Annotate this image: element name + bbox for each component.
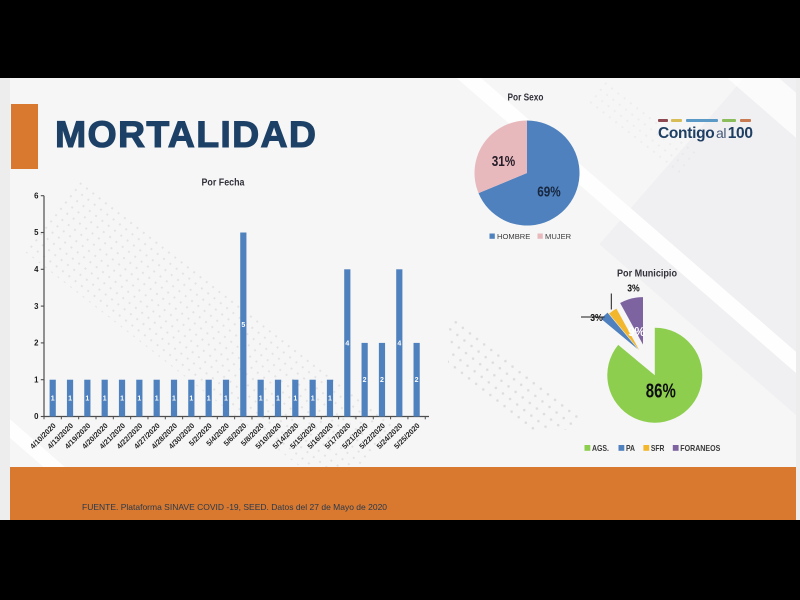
svg-text:1: 1 [68,396,72,403]
svg-text:5: 5 [34,228,39,237]
svg-text:1: 1 [120,396,124,403]
svg-text:3%: 3% [627,284,640,295]
svg-text:0: 0 [34,412,39,421]
svg-text:4: 4 [345,340,349,347]
svg-text:31%: 31% [492,154,516,170]
svg-text:SFR: SFR [651,444,665,453]
svg-text:9%: 9% [628,324,645,339]
svg-text:MUJER: MUJER [545,232,572,241]
svg-text:Por Municipio: Por Municipio [617,268,677,280]
svg-text:1: 1 [276,396,280,403]
svg-text:HOMBRE: HOMBRE [497,232,530,241]
svg-text:1: 1 [189,396,193,403]
svg-text:1: 1 [259,396,263,403]
svg-text:6: 6 [34,191,39,200]
svg-text:1: 1 [224,396,228,403]
svg-text:1: 1 [103,396,107,403]
svg-text:FORANEOS: FORANEOS [680,444,720,453]
svg-text:3: 3 [34,302,39,311]
svg-text:1: 1 [85,396,89,403]
svg-text:2: 2 [380,377,384,384]
svg-text:2: 2 [363,377,367,384]
svg-text:1: 1 [34,375,39,384]
svg-text:2: 2 [415,377,419,384]
svg-text:1: 1 [51,396,55,403]
svg-text:3%: 3% [590,313,603,324]
svg-text:1: 1 [155,396,159,403]
svg-text:Por Sexo: Por Sexo [508,92,544,104]
svg-text:Por Fecha: Por Fecha [202,177,245,189]
svg-text:4: 4 [34,265,39,274]
svg-text:1: 1 [328,396,332,403]
svg-text:1: 1 [172,396,176,403]
svg-text:1: 1 [207,396,211,403]
svg-text:2: 2 [34,339,39,348]
svg-text:69%: 69% [537,185,561,201]
svg-text:PA: PA [626,444,635,453]
svg-text:5: 5 [241,322,245,329]
svg-text:86%: 86% [646,380,676,403]
svg-text:1: 1 [311,396,315,403]
svg-text:1: 1 [137,396,141,403]
svg-text:4: 4 [397,340,401,347]
svg-text:AGS.: AGS. [592,444,609,453]
svg-text:1: 1 [293,396,297,403]
